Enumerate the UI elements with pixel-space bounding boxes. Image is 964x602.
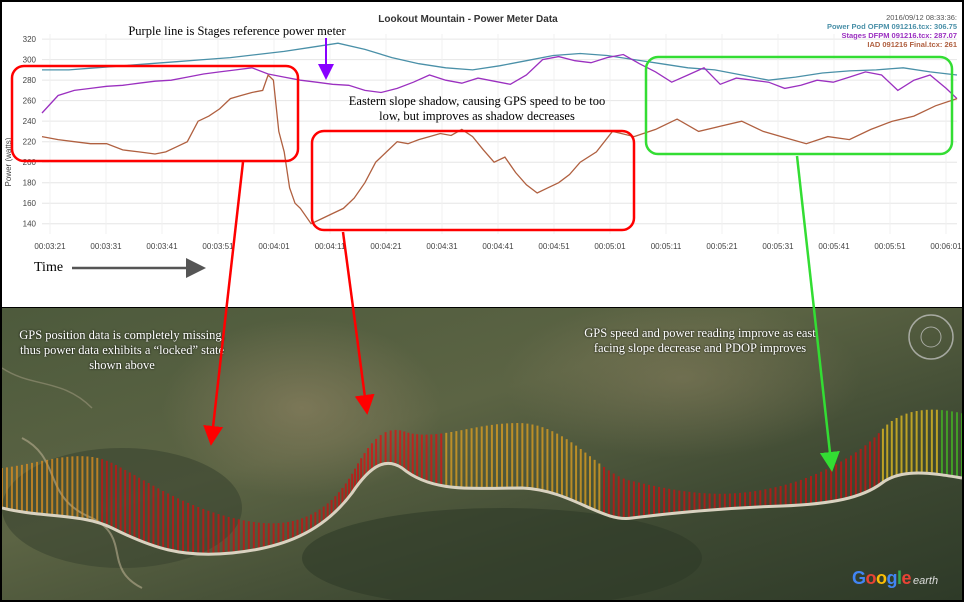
x-tick-label: 00:05:01 <box>594 242 626 251</box>
series-line-2 <box>41 73 958 225</box>
google-earth-logo: Google <box>852 568 912 588</box>
x-tick-label: 00:04:11 <box>315 242 346 251</box>
green-box-improve <box>644 55 954 156</box>
y-tick-label: 180 <box>23 179 37 188</box>
x-tick-label: 00:05:11 <box>651 242 682 251</box>
y-tick-label: 320 <box>23 35 37 44</box>
gps-track-ribbon <box>2 409 962 555</box>
x-tick-label: 00:04:01 <box>258 242 290 251</box>
annotation-gps-missing: GPS position data is completely missing,… <box>19 328 225 372</box>
red-arrow-2 <box>341 231 375 415</box>
red-box-shadow <box>310 129 636 232</box>
x-tick-label: 00:03:21 <box>34 242 66 251</box>
x-tick-label: 00:03:51 <box>202 242 234 251</box>
x-tick-label: 00:05:41 <box>818 242 850 251</box>
terrain-image <box>2 308 962 600</box>
x-tick-label: 00:04:41 <box>482 242 514 251</box>
x-tick-label: 00:06:01 <box>930 242 962 251</box>
y-tick-label: 240 <box>23 117 37 126</box>
green-arrow <box>795 155 840 472</box>
time-axis-label: Time <box>34 260 64 275</box>
series-line-0 <box>42 42 958 81</box>
power-chart: Lookout Mountain - Power Meter Data 140 1… <box>4 13 962 251</box>
y-tick-label: 300 <box>23 56 37 65</box>
series-line-1 <box>41 53 958 114</box>
legend-entry-1: Stages DFPM 091216.tcx: 287.07 <box>842 31 957 40</box>
legend-header: 2016/09/12 08:33:36: <box>886 13 957 22</box>
y-tick-label: 160 <box>23 199 37 208</box>
annotation-gps-improve: GPS speed and power reading improve as e… <box>584 326 816 355</box>
annotation-eastern-slope: Eastern slope shadow, causing GPS speed … <box>348 94 606 123</box>
y-tick-label: 200 <box>23 158 37 167</box>
x-tick-label: 00:04:21 <box>370 242 402 251</box>
y-tick-label: 260 <box>23 97 37 106</box>
x-tick-label: 00:03:41 <box>146 242 178 251</box>
x-tick-label: 00:03:31 <box>90 242 122 251</box>
x-tick-label: 00:05:51 <box>874 242 906 251</box>
red-arrow-1 <box>203 161 245 446</box>
x-tick-label: 00:04:31 <box>426 242 458 251</box>
chart-title: Lookout Mountain - Power Meter Data <box>378 14 558 25</box>
y-axis-label: Power (watts) <box>4 137 13 186</box>
road-path <box>2 461 962 556</box>
y-tick-label: 280 <box>23 76 37 85</box>
x-tick-label: 00:05:31 <box>762 242 794 251</box>
y-tick-label: 140 <box>23 220 37 229</box>
annotation-purple-line: Purple line is Stages reference power me… <box>128 24 346 38</box>
compass-icon[interactable] <box>906 312 956 362</box>
x-tick-label: 00:04:51 <box>538 242 570 251</box>
y-tick-label: 220 <box>23 138 37 147</box>
google-earth-logo-earth: earth <box>913 575 939 587</box>
aerial-photo <box>2 308 962 600</box>
legend-entry-2: IAD 091216 Final.tcx: 261 <box>867 40 957 49</box>
legend-entry-0: Power Pod OFPM 091216.tcx: 306.75 <box>827 22 957 31</box>
x-tick-label: 00:05:21 <box>706 242 738 251</box>
red-box-locked <box>10 64 300 163</box>
